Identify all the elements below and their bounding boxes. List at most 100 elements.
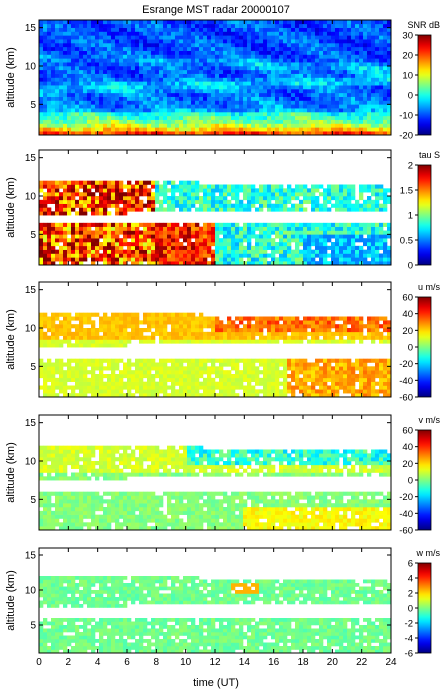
heatmap-cell	[275, 127, 280, 132]
heatmap-cell	[271, 20, 276, 25]
heatmap-cell	[163, 366, 168, 371]
heatmap-cell	[271, 50, 276, 55]
heatmap-cell	[155, 328, 160, 333]
heatmap-cell	[111, 381, 116, 386]
heatmap-cell	[283, 20, 288, 25]
heatmap-cell	[175, 85, 180, 90]
heatmap-cell	[79, 249, 84, 254]
heatmap-cell	[243, 119, 248, 124]
heatmap-cell	[79, 381, 84, 386]
heatmap-cell	[223, 58, 228, 63]
heatmap-cell	[47, 81, 52, 86]
heatmap-cell	[215, 58, 220, 63]
heatmap-cell	[351, 253, 356, 258]
heatmap-cell	[363, 261, 368, 266]
heatmap-cell	[167, 69, 172, 74]
heatmap-cell	[63, 123, 68, 128]
heatmap-cell	[179, 184, 184, 189]
heatmap-cell	[207, 245, 212, 250]
heatmap-cell	[39, 328, 44, 333]
heatmap-cell	[87, 89, 92, 94]
heatmap-cell	[367, 230, 372, 235]
heatmap-cell	[243, 35, 248, 40]
heatmap-cell	[303, 238, 308, 243]
heatmap-cell	[39, 358, 44, 363]
heatmap-cell	[59, 20, 64, 25]
heatmap-cell	[183, 374, 188, 379]
heatmap-cell	[131, 253, 136, 258]
heatmap-cell	[251, 192, 256, 197]
heatmap-cell	[303, 20, 308, 25]
heatmap-cell	[367, 31, 372, 36]
heatmap-cell	[351, 242, 356, 247]
heatmap-cell	[347, 203, 352, 208]
heatmap-cell	[363, 77, 368, 82]
heatmap-cell	[267, 127, 272, 132]
heatmap-cell	[319, 257, 324, 262]
heatmap-cell	[319, 92, 324, 97]
heatmap-cell	[143, 362, 148, 367]
heatmap-cell	[267, 31, 272, 36]
heatmap-cell	[283, 85, 288, 90]
heatmap-cell	[91, 62, 96, 67]
heatmap-cell	[107, 238, 112, 243]
heatmap-cell	[291, 50, 296, 55]
heatmap-cell	[215, 115, 220, 120]
heatmap-cell	[275, 184, 280, 189]
heatmap-cell	[123, 62, 128, 67]
heatmap-cell	[139, 81, 144, 86]
heatmap-cell	[95, 188, 100, 193]
heatmap-cell	[255, 50, 260, 55]
heatmap-cell	[323, 54, 328, 59]
heatmap-cell	[323, 115, 328, 120]
heatmap-cell	[235, 43, 240, 48]
y-tick-label: 5	[30, 100, 36, 111]
heatmap-cell	[51, 96, 56, 101]
heatmap-cell	[79, 31, 84, 36]
heatmap-cell	[275, 92, 280, 97]
heatmap-cell	[343, 207, 348, 212]
heatmap-cell	[311, 81, 316, 86]
heatmap-cell	[91, 85, 96, 90]
heatmap-cell	[267, 203, 272, 208]
heatmap-cell	[383, 85, 388, 90]
heatmap-cell	[51, 39, 56, 44]
heatmap-cell	[135, 27, 140, 32]
heatmap-cell	[279, 73, 284, 78]
heatmap-cell	[47, 96, 52, 101]
heatmap-cell	[187, 66, 192, 71]
heatmap-cell	[231, 46, 236, 51]
heatmap-cell	[127, 377, 132, 382]
y-tick-label: 15	[25, 153, 37, 164]
heatmap-cell	[119, 77, 124, 82]
heatmap-cell	[43, 234, 48, 239]
heatmap-cell	[343, 108, 348, 113]
heatmap-cell	[127, 85, 132, 90]
heatmap-cell	[275, 108, 280, 113]
heatmap-cell	[115, 385, 120, 390]
heatmap-cell	[67, 328, 72, 333]
heatmap-cell	[319, 184, 324, 189]
heatmap-cell	[147, 92, 152, 97]
heatmap-cell	[303, 199, 308, 204]
heatmap-cell	[167, 62, 172, 67]
heatmap-cell	[259, 85, 264, 90]
heatmap-cell	[155, 207, 160, 212]
heatmap-cell	[267, 261, 272, 266]
heatmap-cell	[67, 370, 72, 375]
heatmap-cell	[275, 20, 280, 25]
heatmap-cell	[203, 320, 208, 325]
heatmap-cell	[147, 112, 152, 117]
heatmap-cell	[111, 35, 116, 40]
heatmap-cell	[155, 316, 160, 321]
heatmap-cell	[95, 96, 100, 101]
heatmap-cell	[59, 112, 64, 117]
heatmap-cell	[119, 96, 124, 101]
heatmap-cell	[135, 366, 140, 371]
heatmap-cell	[215, 123, 220, 128]
heatmap-cell	[375, 199, 380, 204]
heatmap-cell	[291, 66, 296, 71]
heatmap-cell	[163, 385, 168, 390]
heatmap-cell	[355, 54, 360, 59]
heatmap-cell	[91, 238, 96, 243]
